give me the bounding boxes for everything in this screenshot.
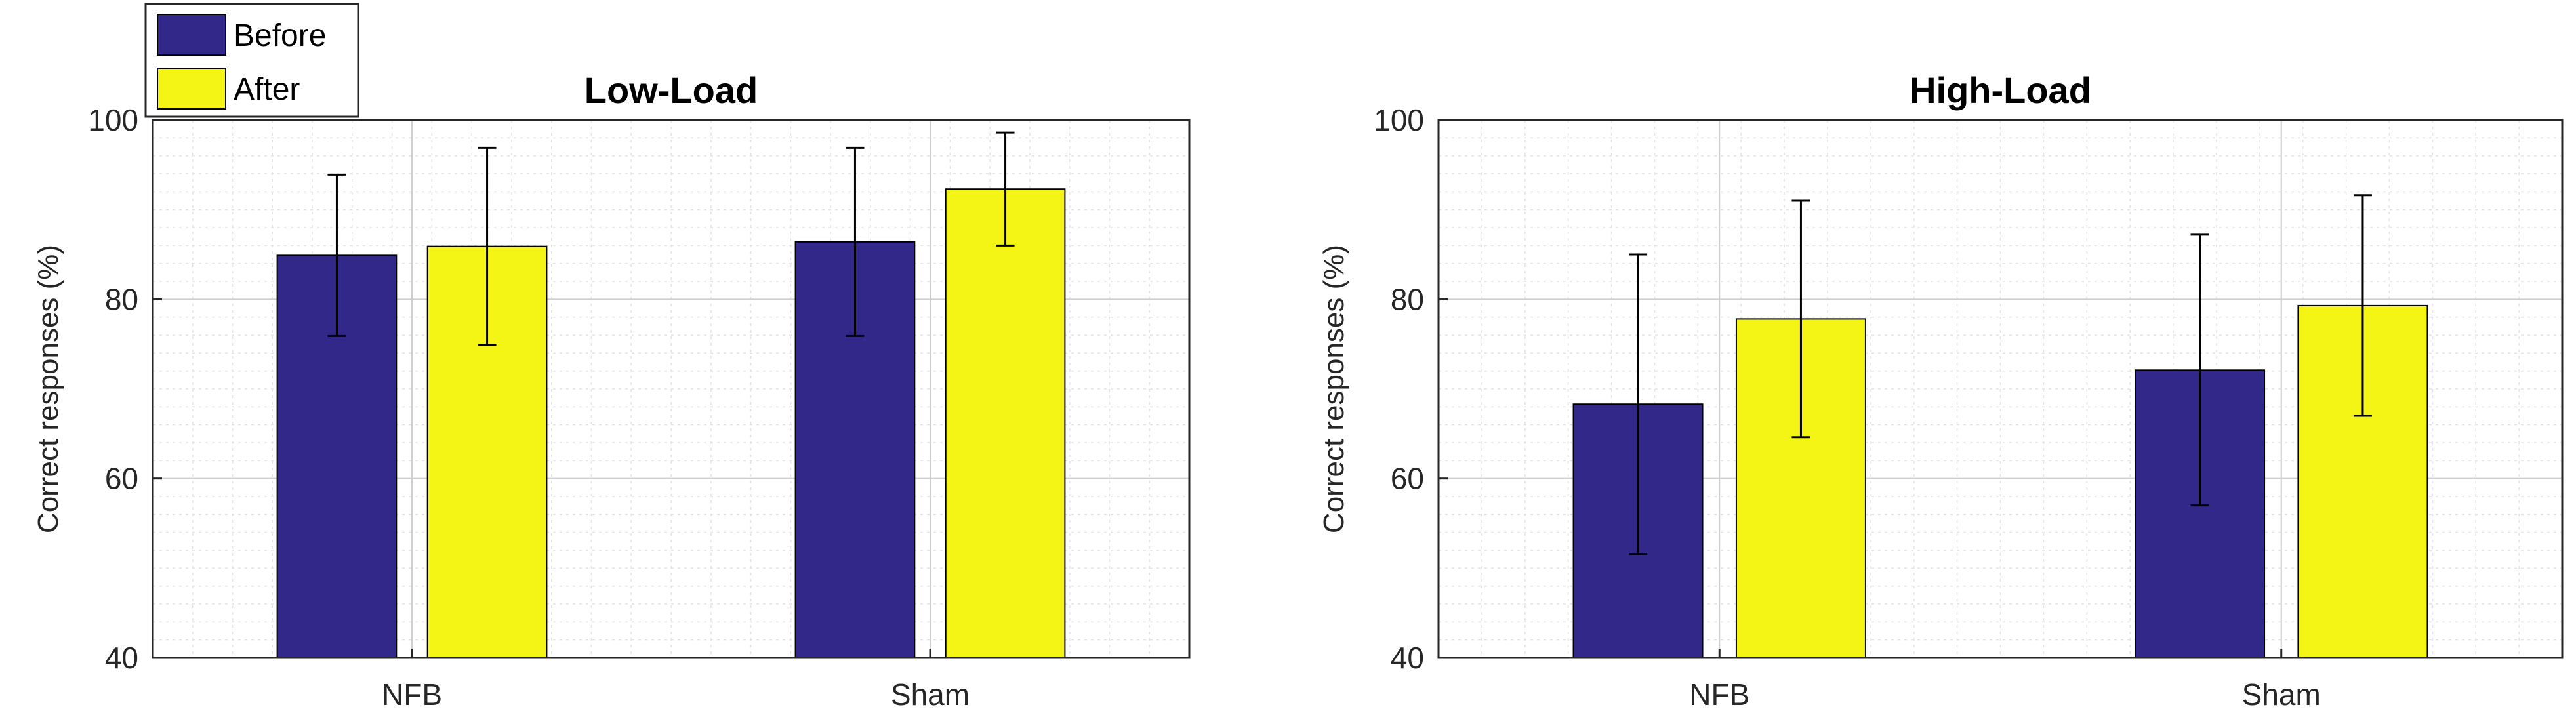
y-tick-label: 100 — [88, 103, 138, 137]
error-bar-before-sham — [846, 146, 865, 337]
y-axis-label: Correct responses (%) — [32, 245, 64, 533]
chart-low-load: 40 60 80 100 NFB Sham Low-Load Correct respo… — [32, 70, 1191, 712]
error-bars — [327, 131, 1015, 346]
legend-swatch-before — [157, 14, 226, 56]
y-tick-label: 60 — [105, 462, 138, 496]
x-tick-label: Sham — [2242, 677, 2321, 712]
error-bar-after-sham — [2353, 194, 2372, 417]
error-bar-after-nfb — [1791, 199, 1810, 439]
y-tick-label: 40 — [1391, 641, 1424, 675]
axes-box — [1437, 119, 2564, 659]
legend: Before After — [144, 3, 359, 118]
legend-label-before: Before — [234, 18, 326, 53]
bar-after-sham — [945, 188, 1066, 658]
y-axis-label: Correct responses (%) — [1318, 245, 1350, 533]
error-bar-before-nfb — [1629, 253, 1648, 555]
legend-label-after: After — [234, 72, 300, 107]
x-tick-label: NFB — [1689, 677, 1749, 712]
chart-title: High-Load — [1910, 70, 2091, 111]
x-tick-labels: NFB Sham — [382, 649, 970, 712]
x-tick-labels: NFB Sham — [1689, 649, 2321, 712]
x-tick-label: Sham — [891, 677, 970, 712]
chart-high-load: 40 60 80 100 NFB Sham High-Load Correct resp… — [1318, 70, 2564, 712]
error-bar-before-sham — [2190, 233, 2209, 507]
y-tick-labels: 40 60 80 100 — [88, 103, 162, 675]
chart-title: Low-Load — [584, 70, 758, 111]
y-tick-label: 60 — [1391, 462, 1424, 496]
y-tick-label: 40 — [105, 641, 138, 675]
error-bar-after-sham — [996, 131, 1015, 247]
x-tick-label: NFB — [382, 677, 442, 712]
y-tick-label: 100 — [1374, 103, 1424, 137]
legend-swatch-after — [157, 68, 226, 110]
error-bar-after-nfb — [478, 146, 497, 346]
error-bar-before-nfb — [327, 173, 346, 337]
y-tick-label: 80 — [105, 282, 138, 316]
error-bars — [1629, 194, 2372, 555]
y-tick-labels: 40 60 80 100 — [1374, 103, 1448, 675]
y-tick-label: 80 — [1391, 282, 1424, 316]
axes-box — [152, 119, 1191, 659]
